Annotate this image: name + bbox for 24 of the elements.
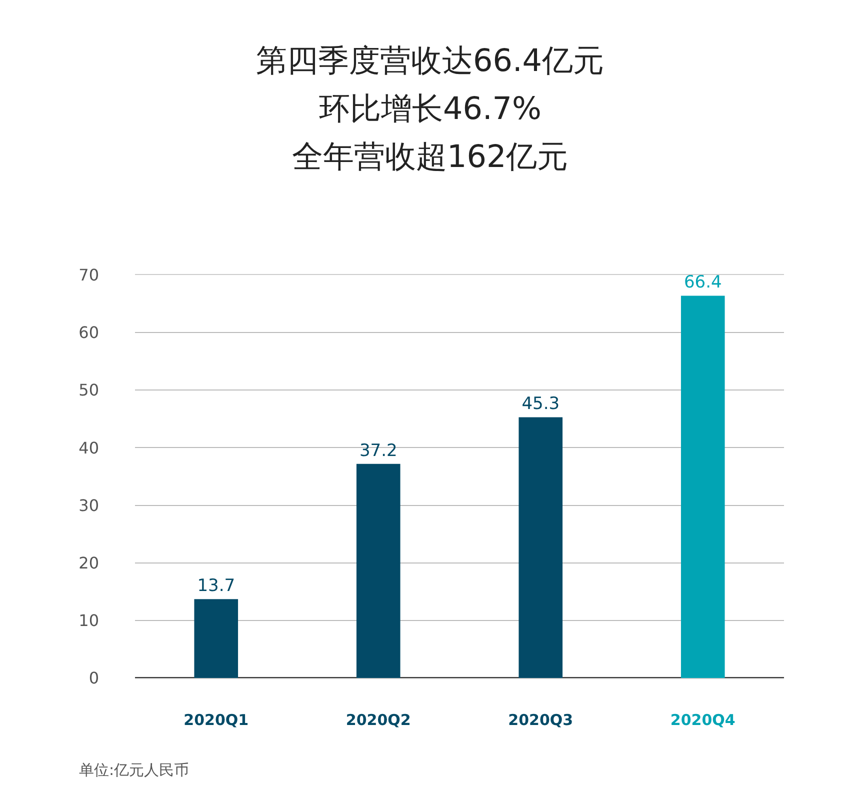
data-label: 45.3: [522, 394, 560, 414]
x-tick-label: 2020Q1: [184, 711, 249, 729]
chart-subtitle: 环比增长46.7%: [319, 91, 542, 127]
x-tick-label: 2020Q3: [508, 711, 574, 729]
x-tick-label: 2020Q2: [346, 711, 411, 729]
data-label: 66.4: [684, 272, 722, 293]
y-tick-label: 40: [78, 438, 99, 458]
y-tick-label: 60: [78, 323, 99, 342]
y-tick-label: 10: [78, 611, 99, 630]
data-label: 37.2: [359, 440, 398, 461]
y-tick-label: 30: [78, 496, 99, 515]
bar: [680, 296, 725, 678]
y-tick-label: 0: [88, 668, 99, 688]
bar: [194, 599, 238, 678]
text: 全年营收超162亿元: [292, 139, 568, 175]
y-tick-label: 50: [78, 380, 99, 400]
data-label: 13.7: [197, 576, 236, 596]
y-tick-label: 70: [78, 266, 99, 285]
y-tick-label: 20: [78, 553, 99, 572]
bar: [356, 464, 400, 678]
text: 单位:亿元人民币: [79, 761, 190, 779]
x-tick-label: 2020Q4: [670, 711, 736, 729]
chart-title: 第四季度营收达66.4亿元: [256, 43, 604, 79]
bar: [518, 417, 563, 678]
